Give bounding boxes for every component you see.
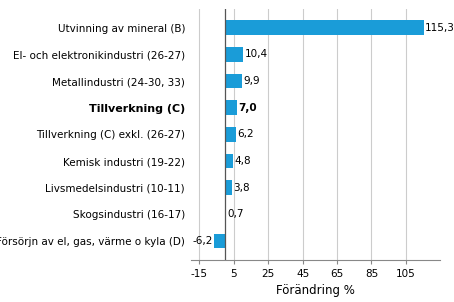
Text: 3,8: 3,8	[233, 183, 250, 193]
Bar	[225, 74, 242, 88]
Bar	[225, 100, 237, 115]
Text: 6,2: 6,2	[237, 129, 254, 140]
Text: 10,4: 10,4	[244, 50, 267, 59]
Bar	[225, 207, 227, 222]
Bar	[225, 154, 233, 169]
Text: -6,2: -6,2	[192, 236, 213, 246]
Text: 115,3: 115,3	[425, 23, 454, 33]
Text: 4,8: 4,8	[235, 156, 252, 166]
Bar	[225, 127, 236, 142]
Bar	[214, 234, 225, 248]
Text: 9,9: 9,9	[243, 76, 260, 86]
Text: 0,7: 0,7	[228, 209, 244, 219]
Bar	[225, 21, 424, 35]
X-axis label: Förändring %: Förändring %	[276, 284, 355, 297]
Bar	[225, 180, 232, 195]
Text: 7,0: 7,0	[238, 103, 257, 113]
Bar	[225, 47, 243, 62]
